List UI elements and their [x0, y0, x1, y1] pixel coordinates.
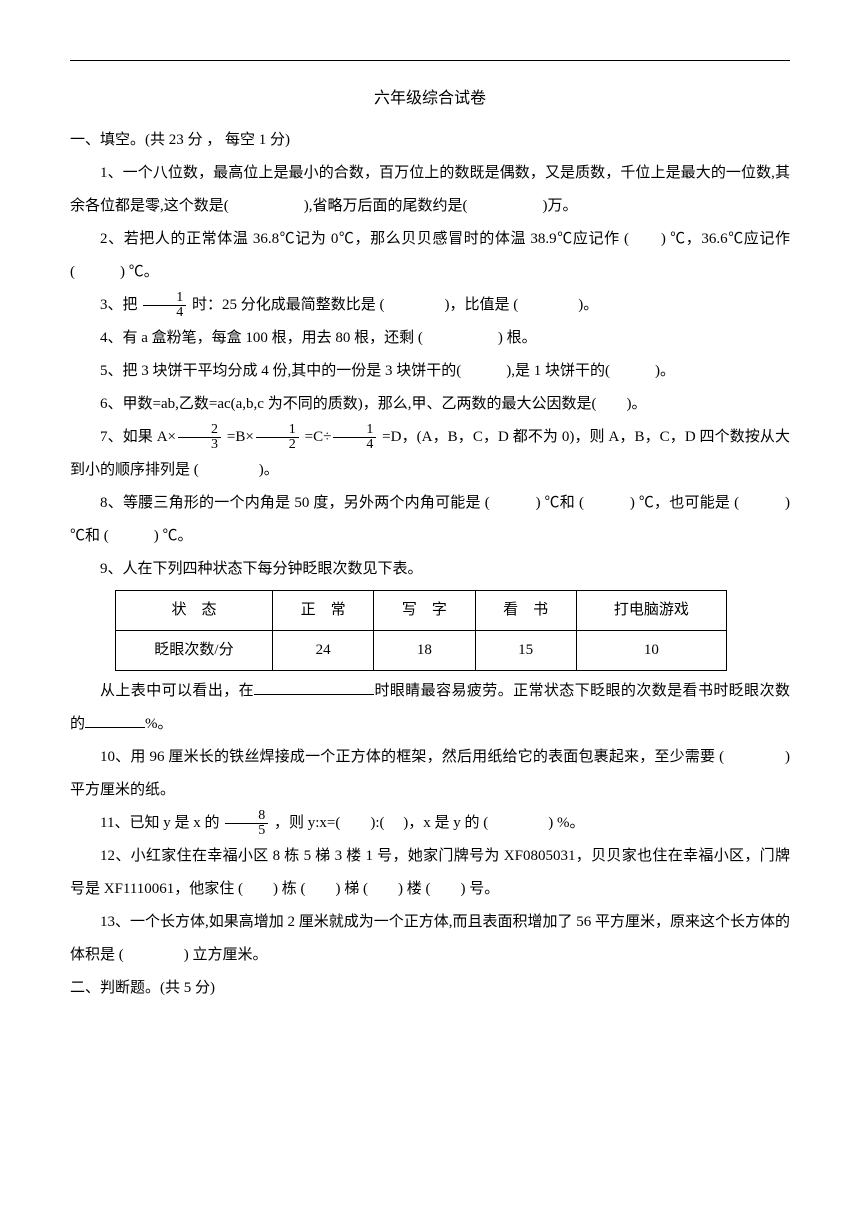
fraction-1-4: 14 [143, 291, 186, 320]
question-4: 4、有 a 盒粉笔，每盒 100 根，用去 80 根，还剩 ( ) 根。 [70, 322, 790, 355]
question-7: 7、如果 A×23 =B×12 =C÷14 =D，(A，B，C，D 都不为 0)… [70, 421, 790, 487]
q9-after-a: 从上表中可以看出，在 [100, 683, 254, 699]
question-1: 1、一个八位数，最高位上是最小的合数，百万位上的数既是偶数，又是质数，千位上是最… [70, 157, 790, 223]
q7-text-c: =C÷ [301, 429, 332, 445]
table-header-2: 写 字 [374, 591, 475, 631]
table-header-3: 看 书 [475, 591, 576, 631]
table-row-label: 眨眼次数/分 [116, 631, 273, 671]
table-value-1: 18 [374, 631, 475, 671]
page-title: 六年级综合试卷 [70, 81, 790, 116]
q3-text-b: 时：25 分化成最简整数比是 ( )，比值是 ( )。 [188, 297, 598, 313]
question-6: 6、甲数=ab,乙数=ac(a,b,c 为不同的质数)，那么,甲、乙两数的最大公… [70, 388, 790, 421]
fraction-2-3: 23 [178, 423, 221, 452]
table-header-row: 状 态 正 常 写 字 看 书 打电脑游戏 [116, 591, 727, 631]
question-8: 8、等腰三角形的一个内角是 50 度，另外两个内角可能是 ( ) ℃和 ( ) … [70, 487, 790, 553]
fraction-8-5: 85 [225, 809, 268, 838]
question-9-intro: 9、人在下列四种状态下每分钟眨眼次数见下表。 [70, 553, 790, 586]
q11-text-a: 11、已知 y 是 x 的 [100, 815, 223, 831]
q9-after-c: %。 [145, 716, 173, 732]
question-12: 12、小红家住在幸福小区 8 栋 5 梯 3 楼 1 号，她家门牌号为 XF08… [70, 840, 790, 906]
question-11: 11、已知 y 是 x 的 85 ，则 y:x=( ):( )，x 是 y 的 … [70, 807, 790, 840]
blank-field-short [85, 713, 145, 728]
table-header-1: 正 常 [273, 591, 374, 631]
table-value-2: 15 [475, 631, 576, 671]
q7-text-b: =B× [223, 429, 254, 445]
section-1-header: 一、填空。(共 23 分 ， 每空 1 分) [70, 124, 790, 157]
table-value-0: 24 [273, 631, 374, 671]
q7-text-a: 7、如果 A× [100, 429, 176, 445]
question-10: 10、用 96 厘米长的铁丝焊接成一个正方体的框架，然后用纸给它的表面包裹起来，… [70, 741, 790, 807]
q3-text-a: 3、把 [100, 297, 141, 313]
question-3: 3、把 14 时：25 分化成最简整数比是 ( )，比值是 ( )。 [70, 289, 790, 322]
table-data-row: 眨眼次数/分 24 18 15 10 [116, 631, 727, 671]
question-2: 2、若把人的正常体温 36.8℃记为 0℃，那么贝贝感冒时的体温 38.9℃应记… [70, 223, 790, 289]
question-5: 5、把 3 块饼干平均分成 4 份,其中的一份是 3 块饼干的( ),是 1 块… [70, 355, 790, 388]
fraction-1-4b: 14 [333, 423, 376, 452]
top-divider [70, 60, 790, 61]
table-header-4: 打电脑游戏 [576, 591, 726, 631]
q11-text-b: ，则 y:x=( ):( )，x 是 y 的 ( ) %。 [270, 815, 584, 831]
blank-field [254, 680, 374, 695]
fraction-1-2: 12 [256, 423, 299, 452]
table-header-0: 状 态 [116, 591, 273, 631]
question-13: 13、一个长方体,如果高增加 2 厘米就成为一个正方体,而且表面积增加了 56 … [70, 906, 790, 972]
table-value-3: 10 [576, 631, 726, 671]
blink-table: 状 态 正 常 写 字 看 书 打电脑游戏 眨眼次数/分 24 18 15 10 [115, 590, 727, 671]
question-9-after: 从上表中可以看出，在时眼睛最容易疲劳。正常状态下眨眼的次数是看书时眨眼次数的%。 [70, 675, 790, 741]
section-2-header: 二、判断题。(共 5 分) [70, 972, 790, 1005]
